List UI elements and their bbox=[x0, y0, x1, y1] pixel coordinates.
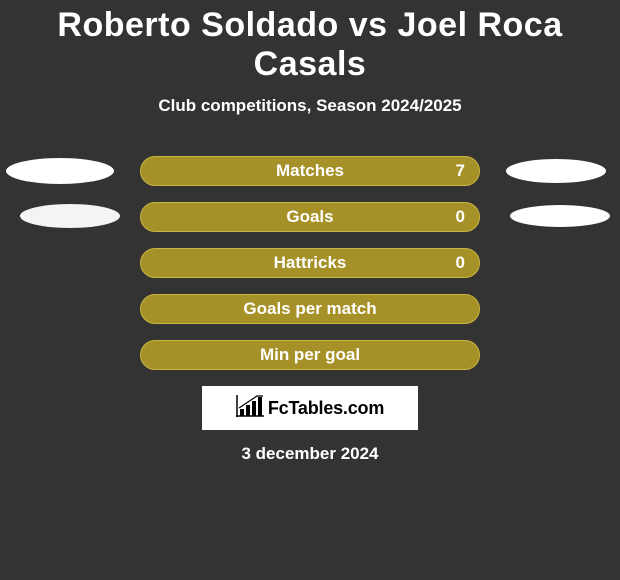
page-subtitle: Club competitions, Season 2024/2025 bbox=[0, 96, 620, 116]
stat-bar: Goals per match bbox=[140, 294, 480, 324]
stat-row-hattricks: Hattricks 0 bbox=[0, 248, 620, 278]
stat-label: Hattricks bbox=[141, 253, 479, 273]
stat-value-right: 0 bbox=[456, 207, 465, 227]
player2-value-ellipse bbox=[510, 205, 610, 227]
bar-chart-icon bbox=[236, 395, 264, 422]
player1-value-ellipse bbox=[20, 204, 120, 228]
player1-value-ellipse bbox=[6, 158, 114, 184]
stat-label: Goals per match bbox=[141, 299, 479, 319]
fctables-logo: FcTables.com bbox=[202, 386, 418, 430]
stat-label: Goals bbox=[141, 207, 479, 227]
stat-bar: Goals 0 bbox=[140, 202, 480, 232]
stat-label: Min per goal bbox=[141, 345, 479, 365]
date-text: 3 december 2024 bbox=[0, 444, 620, 464]
stat-value-right: 7 bbox=[456, 161, 465, 181]
stat-row-goals-per-match: Goals per match bbox=[0, 294, 620, 324]
stat-bar: Matches 7 bbox=[140, 156, 480, 186]
page-title: Roberto Soldado vs Joel Roca Casals bbox=[0, 0, 620, 84]
fctables-logo-text: FcTables.com bbox=[268, 398, 384, 419]
stat-row-goals: Goals 0 bbox=[0, 202, 620, 232]
stat-row-min-per-goal: Min per goal bbox=[0, 340, 620, 370]
stats-container: Matches 7 Goals 0 Hattricks 0 Goals per … bbox=[0, 156, 620, 370]
stat-row-matches: Matches 7 bbox=[0, 156, 620, 186]
player2-value-ellipse bbox=[506, 159, 606, 183]
stat-bar: Hattricks 0 bbox=[140, 248, 480, 278]
stat-label: Matches bbox=[141, 161, 479, 181]
stat-bar: Min per goal bbox=[140, 340, 480, 370]
stat-value-right: 0 bbox=[456, 253, 465, 273]
